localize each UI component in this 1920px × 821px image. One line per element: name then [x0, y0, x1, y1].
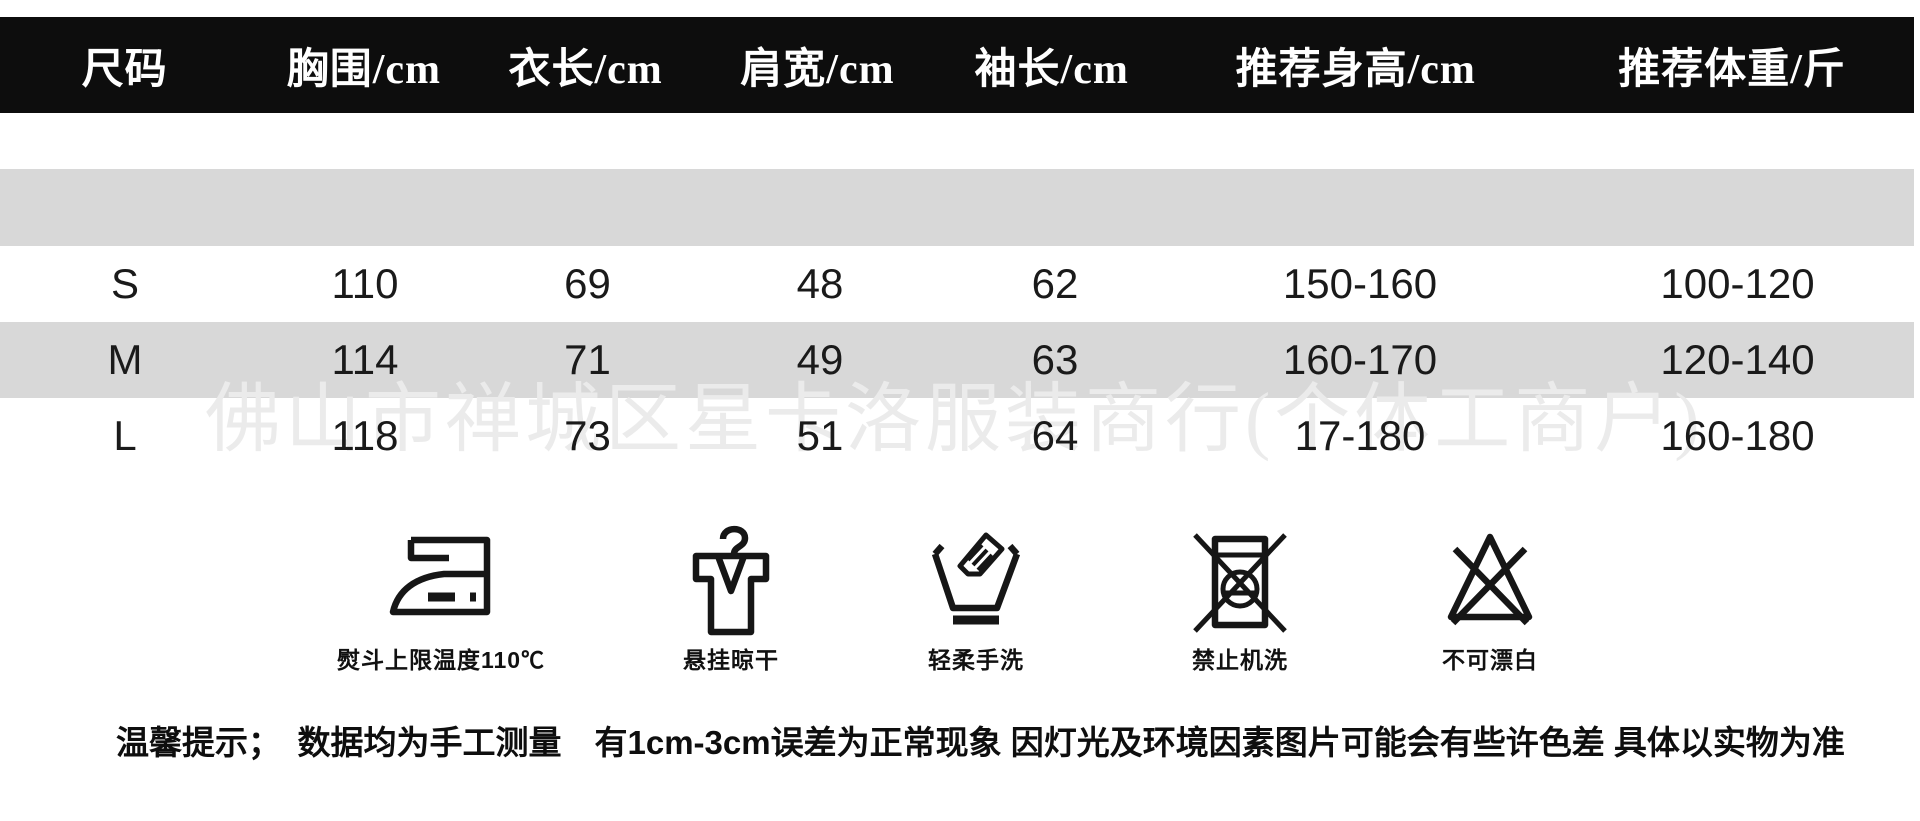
cell-size: M [107, 336, 143, 383]
table-row-l: L 118 73 51 64 17-180 160-180 [0, 398, 1920, 474]
cell-height: 150-160 [1282, 260, 1438, 307]
hand-wash-icon [928, 524, 1024, 636]
table-header-bar: 尺码 胸围/cm 衣长/cm 肩宽/cm 袖长/cm 推荐身高/cm 推荐体重/… [0, 17, 1914, 113]
column-header-length: 衣长/cm [508, 46, 663, 93]
cell-bust: 114 [331, 336, 399, 383]
column-header-shoulder: 肩宽/cm [740, 46, 895, 93]
hang-dry-icon [685, 518, 777, 640]
column-header-sleeve: 袖长/cm [974, 46, 1129, 93]
column-header-size: 尺码 [81, 46, 168, 93]
cell-height: 160-170 [1282, 336, 1438, 383]
cell-shoulder: 48 [796, 260, 844, 307]
care-label-hang-dry: 悬挂晾干 [683, 647, 779, 673]
row-m-stripe [0, 322, 1914, 398]
column-header-weight: 推荐体重/斤 [1618, 46, 1846, 93]
cell-weight: 120-140 [1660, 336, 1815, 383]
table-row-m: M 114 71 49 63 160-170 120-140 [0, 322, 1920, 398]
care-label-no-machine: 禁止机洗 [1192, 647, 1288, 673]
watermark-text: 佛山市禅城区星卡洛服装商行(个体工商户) [205, 378, 1704, 462]
empty-stripe-row [0, 169, 1914, 246]
cell-sleeve: 64 [1031, 412, 1079, 459]
measurement-notice: 温馨提示； 数据均为手工测量 有1cm-3cm误差为正常现象 因灯光及环境因素图… [116, 724, 1845, 761]
iron-max-temp-icon [386, 533, 496, 619]
no-machine-wash-icon [1188, 530, 1292, 634]
cell-length: 69 [564, 260, 611, 307]
cell-weight: 160-180 [1660, 412, 1815, 459]
cell-length: 71 [564, 336, 611, 383]
cell-shoulder: 49 [796, 336, 844, 383]
cell-height: 17-180 [1294, 412, 1426, 459]
cell-length: 73 [564, 412, 611, 459]
cell-size: S [110, 260, 139, 307]
cell-shoulder: 51 [796, 412, 844, 459]
cell-sleeve: 62 [1031, 260, 1079, 307]
care-label-hand-wash: 轻柔手洗 [928, 647, 1024, 673]
cell-sleeve: 63 [1031, 336, 1079, 383]
care-label-no-bleach: 不可漂白 [1442, 647, 1538, 673]
column-header-bust: 胸围/cm [286, 46, 442, 93]
care-label-iron: 熨斗上限温度110℃ [336, 647, 546, 673]
cell-weight: 100-120 [1660, 260, 1815, 307]
table-row-s: S 110 69 48 62 150-160 100-120 [0, 246, 1920, 322]
column-header-height: 推荐身高/cm [1235, 46, 1476, 93]
cell-bust: 110 [331, 260, 399, 307]
no-bleach-icon [1442, 528, 1538, 630]
cell-size: L [113, 412, 137, 459]
cell-bust: 118 [331, 412, 399, 459]
